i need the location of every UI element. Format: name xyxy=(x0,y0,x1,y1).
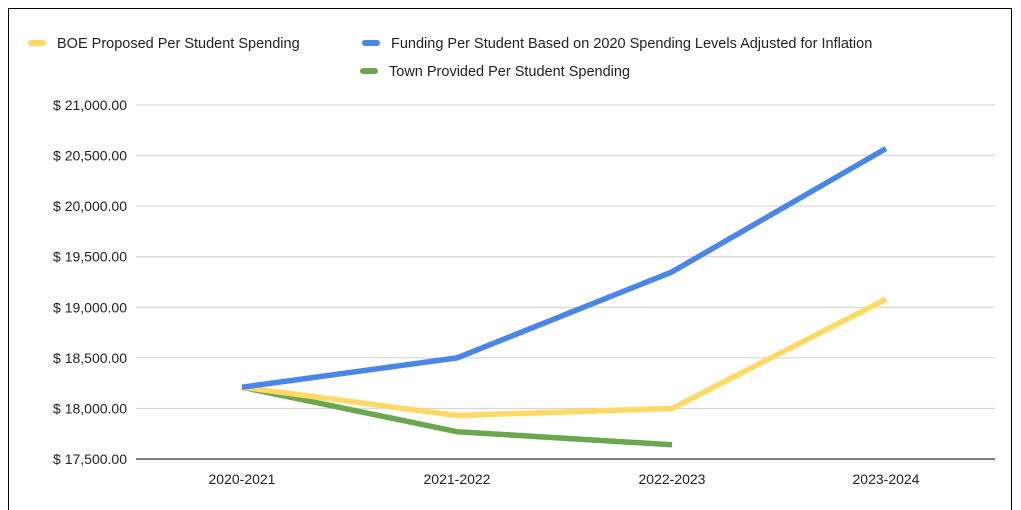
series-line-3 xyxy=(241,384,673,448)
x-tick-label: 2023-2024 xyxy=(853,471,920,487)
y-tick-label: $ 18,000.00 xyxy=(53,400,127,416)
gridlines xyxy=(136,104,995,460)
legend-label: BOE Proposed Per Student Spending xyxy=(57,36,300,52)
x-axis-labels: 2020-2021 2021-2022 2022-2023 2023-2024 xyxy=(209,471,920,487)
legend-swatch xyxy=(360,68,378,74)
y-tick-label: $ 20,000.00 xyxy=(53,198,127,214)
series-line-1 xyxy=(241,296,888,419)
legend-swatch xyxy=(362,40,380,46)
legend-label: Town Provided Per Student Spending xyxy=(389,64,630,80)
legend-swatch xyxy=(28,40,46,46)
y-tick-label: $ 19,000.00 xyxy=(53,299,127,315)
y-tick-label: $ 20,500.00 xyxy=(53,148,127,164)
legend-label: Funding Per Student Based on 2020 Spendi… xyxy=(391,36,872,52)
y-tick-label: $ 21,000.00 xyxy=(53,97,127,113)
chart-frame xyxy=(8,8,1012,510)
y-tick-label: $ 18,500.00 xyxy=(53,350,127,366)
y-axis-labels: $ 17,500.00 $ 18,000.00 $ 18,500.00 $ 19,00… xyxy=(53,97,127,467)
legend: BOE Proposed Per Student Spending Funding… xyxy=(28,36,872,80)
series-lines xyxy=(241,146,888,448)
x-tick-label: 2022-2023 xyxy=(639,471,706,487)
series-line-2 xyxy=(241,146,888,390)
x-tick-label: 2021-2022 xyxy=(424,471,491,487)
y-tick-label: $ 19,500.00 xyxy=(53,249,127,265)
y-tick-label: $ 17,500.00 xyxy=(53,451,127,467)
x-tick-label: 2020-2021 xyxy=(209,471,276,487)
